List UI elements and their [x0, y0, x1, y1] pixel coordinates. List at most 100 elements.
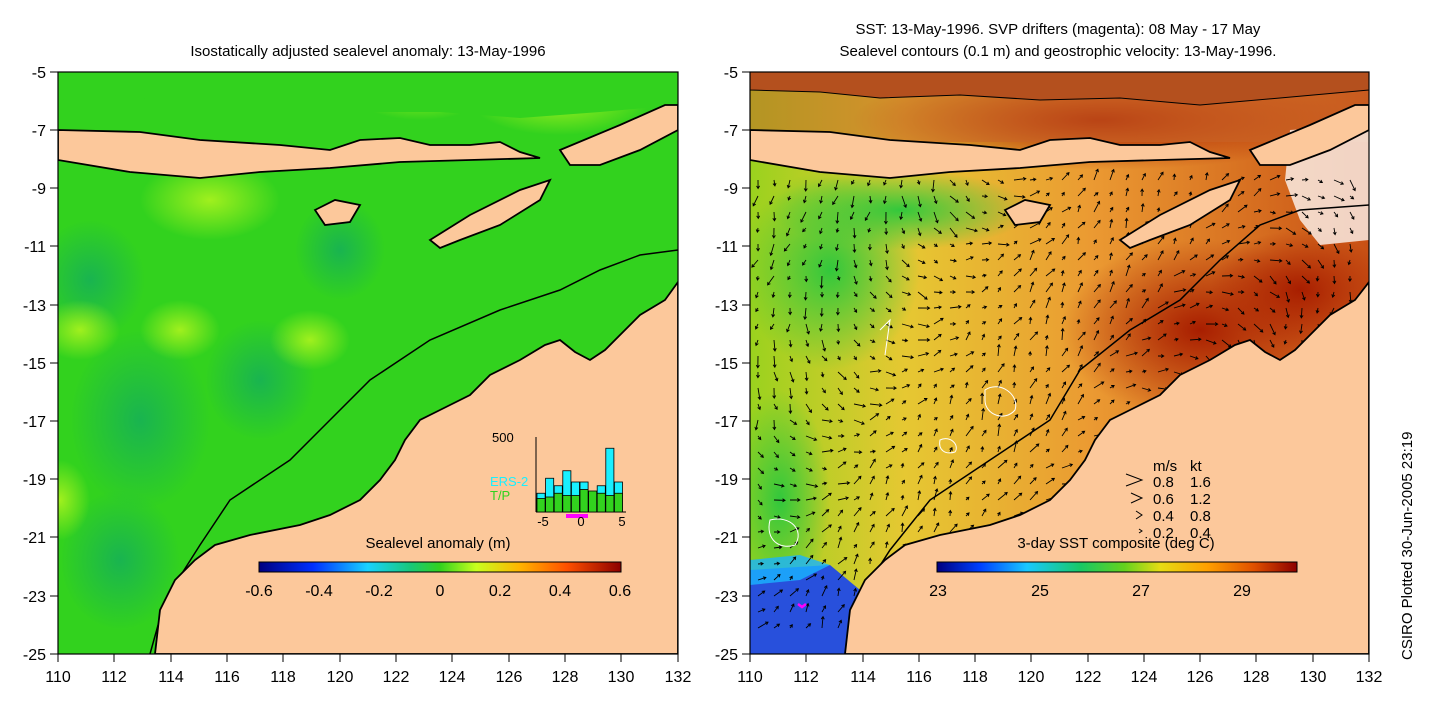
velocity-arrow: [836, 587, 841, 597]
velocity-arrow: [917, 413, 922, 421]
velocity-arrow: [789, 515, 801, 519]
velocity-arrow: [1029, 366, 1035, 373]
velocity-arrow: [837, 604, 845, 613]
velocity-arrow: [772, 355, 777, 369]
velocity-arrow: [933, 195, 938, 205]
velocity-arrow: [997, 459, 1008, 469]
velocity-arrow: [949, 305, 962, 309]
velocity-arrow: [1333, 211, 1339, 218]
velocity-arrow: [1157, 367, 1170, 373]
velocity-arrow: [804, 371, 809, 382]
velocity-arrow: [997, 179, 1005, 184]
velocity-arrow: [805, 451, 813, 456]
velocity-arrow: [1044, 345, 1049, 357]
velocity-arrow: [757, 561, 765, 566]
velocity-arrow: [1157, 235, 1165, 245]
velocity-arrow: [789, 575, 793, 581]
velocity-arrow: [757, 529, 765, 534]
velocity-arrow: [981, 407, 986, 421]
histogram-bars: [536, 447, 623, 513]
sealevel-colorbar: Sealevel anomaly (m) -0.6 -0.4 -0.2 0 0.…: [245, 535, 631, 600]
velocity-arrow: [805, 573, 818, 581]
velocity-arrow: [821, 387, 826, 394]
velocity-arrow: [853, 433, 861, 437]
velocity-arrow: [1237, 191, 1245, 197]
colorbar-tick: 0: [436, 583, 445, 600]
velocity-arrow: [851, 179, 855, 185]
velocity-arrow: [965, 256, 974, 261]
velocity-arrow: [997, 363, 1005, 373]
velocity-arrow: [1269, 258, 1283, 263]
velocity-arrow: [899, 179, 904, 189]
velocity-arrow: [757, 621, 769, 629]
velocity-arrow: [965, 351, 975, 357]
right-x-tick: 114: [850, 669, 876, 686]
velocity-arrow: [1029, 249, 1035, 261]
velocity-arrow: [917, 195, 922, 208]
velocity-arrow: [1029, 299, 1036, 309]
velocity-arrow: [900, 462, 905, 469]
left-x-tick: 128: [552, 669, 579, 686]
velocity-arrow: [933, 333, 942, 341]
velocity-arrow: [1029, 463, 1034, 469]
right-y-tick: -9: [724, 181, 738, 198]
right-x-tick: 120: [1018, 669, 1045, 686]
velocity-arrow: [805, 496, 817, 501]
velocity-arrow: [1140, 188, 1145, 197]
velocity-arrow: [1077, 430, 1086, 437]
velocity-arrow: [754, 419, 759, 431]
right-y-tick: -21: [715, 530, 738, 547]
velocity-arrow: [1125, 206, 1130, 213]
velocity-arrow: [885, 275, 892, 283]
velocity-arrow: [1029, 267, 1038, 277]
velocity-arrow: [1172, 237, 1177, 245]
velocity-arrow: [869, 541, 875, 549]
histogram-bar-tp: [579, 489, 589, 513]
velocity-arrow: [1317, 259, 1324, 269]
velocity-arrow: [1061, 315, 1066, 325]
velocity-arrow: [1157, 269, 1162, 277]
velocity-arrow: [1125, 351, 1139, 357]
velocity-key-ms: 0.6: [1153, 491, 1174, 508]
velocity-arrow: [1269, 323, 1276, 336]
velocity-arrow: [1077, 331, 1086, 341]
velocity-arrow: [965, 227, 979, 233]
left-map: [58, 72, 678, 654]
velocity-arrow: [965, 304, 971, 309]
velocity-arrow: [802, 195, 807, 204]
histogram-bar-tp: [588, 490, 598, 513]
velocity-arrow: [1221, 223, 1230, 229]
velocity-arrow: [1173, 270, 1186, 277]
velocity-arrow: [1125, 317, 1133, 325]
velocity-arrow: [1332, 275, 1337, 285]
velocity-arrow: [783, 243, 791, 252]
velocity-arrow: [755, 275, 760, 281]
velocity-key: m/s kt 0.8 1.6 0.6 1.2 0.4 0.8 0.2 0.4: [1125, 458, 1211, 542]
velocity-arrow: [933, 349, 942, 357]
sunda-islands-left: [58, 129, 541, 179]
velocity-arrow: [1237, 274, 1246, 279]
velocity-arrow: [819, 275, 824, 289]
velocity-arrow: [772, 179, 777, 187]
velocity-arrow: [769, 195, 775, 206]
left-x-tick: 116: [214, 669, 240, 686]
velocity-arrow: [757, 435, 762, 441]
velocity-arrow: [1029, 413, 1034, 421]
velocity-arrow: [1013, 492, 1023, 501]
velocity-arrow: [1157, 333, 1167, 341]
left-x-tick: 130: [608, 669, 635, 686]
velocity-arrow: [1317, 179, 1324, 184]
velocity-arrow: [901, 323, 914, 329]
velocity-arrow: [1093, 269, 1099, 277]
velocity-arrow: [804, 275, 809, 283]
velocity-arrow: [933, 243, 938, 247]
velocity-arrow: [1061, 222, 1066, 229]
velocity-arrow: [997, 224, 1004, 229]
velocity-arrow: [885, 307, 892, 313]
velocity-arrow: [1205, 254, 1215, 261]
velocity-arrow: [821, 605, 827, 613]
velocity-arrow: [1253, 291, 1259, 297]
velocity-arrow: [1189, 174, 1193, 181]
velocity-arrow: [1109, 269, 1113, 277]
velocity-arrow: [901, 431, 908, 437]
